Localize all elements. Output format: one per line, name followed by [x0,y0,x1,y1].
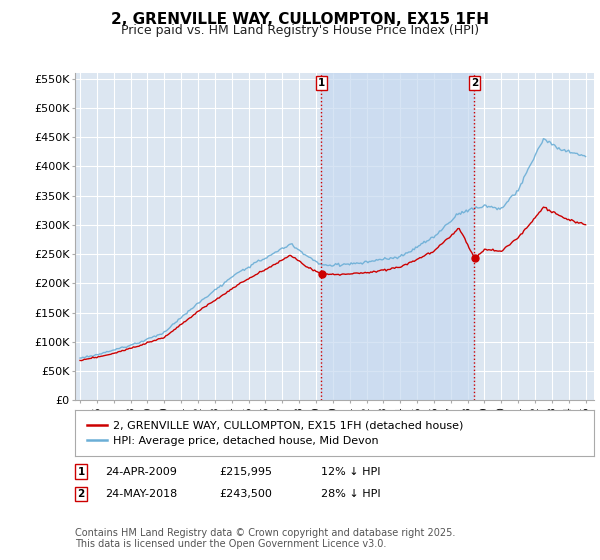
Text: Contains HM Land Registry data © Crown copyright and database right 2025.
This d: Contains HM Land Registry data © Crown c… [75,528,455,549]
Bar [321,73,475,400]
Text: 1: 1 [317,78,325,88]
Text: 2: 2 [471,78,478,88]
Text: £243,500: £243,500 [219,489,272,499]
Text: 2: 2 [77,489,85,499]
Text: £215,995: £215,995 [219,466,272,477]
Text: Price paid vs. HM Land Registry's House Price Index (HPI): Price paid vs. HM Land Registry's House … [121,24,479,36]
Text: 1: 1 [77,466,85,477]
Text: 28% ↓ HPI: 28% ↓ HPI [321,489,380,499]
Text: 24-APR-2009: 24-APR-2009 [105,466,177,477]
Text: 12% ↓ HPI: 12% ↓ HPI [321,466,380,477]
Legend: 2, GRENVILLE WAY, CULLOMPTON, EX15 1FH (detached house), HPI: Average price, det: 2, GRENVILLE WAY, CULLOMPTON, EX15 1FH (… [80,414,470,453]
Text: 24-MAY-2018: 24-MAY-2018 [105,489,177,499]
Text: 2, GRENVILLE WAY, CULLOMPTON, EX15 1FH: 2, GRENVILLE WAY, CULLOMPTON, EX15 1FH [111,12,489,27]
